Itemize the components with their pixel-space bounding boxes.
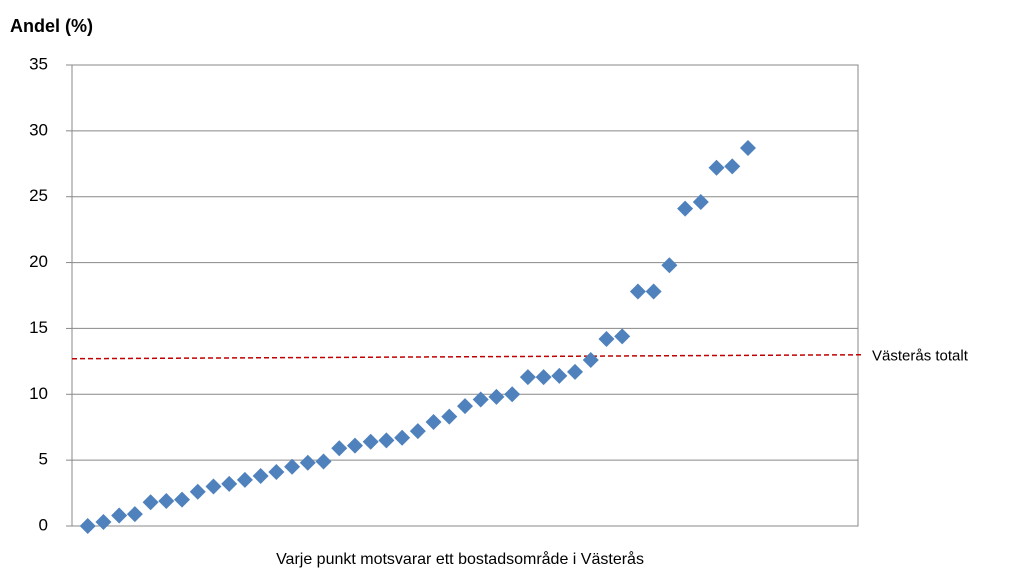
y-tick-label: 5 — [39, 450, 48, 469]
point — [457, 398, 473, 415]
point — [189, 483, 206, 500]
point — [394, 429, 411, 446]
point — [221, 475, 238, 492]
point — [158, 492, 175, 509]
point — [142, 494, 159, 511]
point — [174, 491, 191, 508]
y-tick-label: 10 — [29, 384, 48, 403]
y-tick-label: 30 — [29, 120, 48, 139]
reference-label: Västerås totalt — [872, 348, 969, 365]
point — [378, 432, 395, 449]
point — [677, 200, 694, 217]
point — [425, 413, 442, 430]
point — [519, 369, 536, 386]
y-tick-label: 35 — [29, 54, 48, 73]
point — [236, 471, 253, 488]
point — [504, 386, 521, 403]
reference-line — [71, 354, 863, 360]
point — [346, 437, 363, 454]
point — [645, 283, 662, 300]
point — [205, 478, 222, 495]
point — [739, 139, 756, 156]
point — [614, 328, 631, 345]
point — [629, 283, 646, 300]
point — [661, 257, 678, 274]
point — [111, 507, 128, 524]
point — [268, 463, 285, 480]
point — [409, 423, 426, 440]
point — [126, 506, 143, 523]
point — [582, 352, 599, 369]
point — [252, 467, 269, 484]
plot-area — [71, 64, 859, 527]
point — [488, 388, 505, 405]
point — [551, 367, 568, 384]
y-tick-label: 0 — [39, 515, 48, 534]
y-tick-label: 25 — [29, 186, 48, 205]
point — [441, 408, 458, 425]
point — [284, 458, 301, 475]
point — [472, 391, 489, 408]
point — [535, 369, 552, 386]
point — [362, 433, 379, 450]
point — [598, 330, 615, 347]
point — [708, 159, 725, 176]
y-tick-label: 20 — [29, 252, 48, 271]
x-axis-label: Varje punkt motsvarar ett bostadsområde … — [276, 550, 644, 568]
point — [299, 454, 316, 471]
chart-title: Andel (%) — [10, 16, 93, 36]
point — [724, 158, 741, 175]
point — [567, 363, 584, 380]
point — [79, 518, 96, 534]
y-tick-label: 15 — [29, 318, 48, 337]
point — [315, 453, 332, 470]
point — [692, 193, 709, 210]
point — [331, 440, 348, 457]
point — [95, 514, 112, 531]
